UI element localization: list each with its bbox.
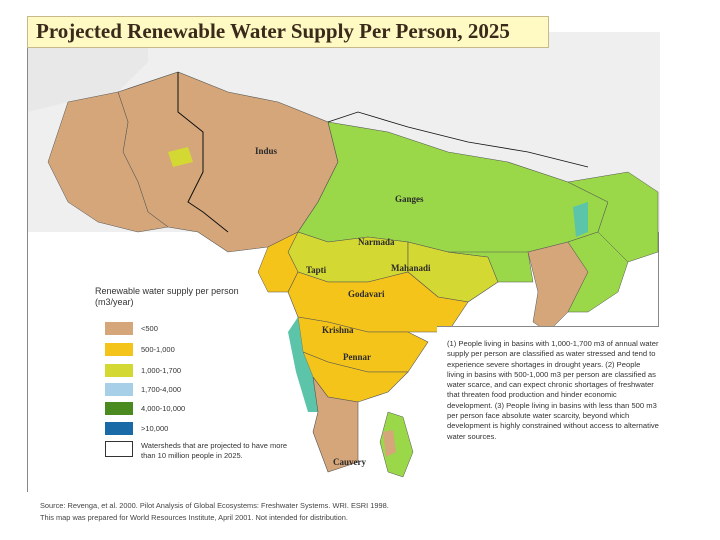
- title-box: Projected Renewable Water Supply Per Per…: [27, 16, 549, 48]
- legend-swatch: [105, 343, 133, 356]
- label-cauvery: Cauvery: [333, 457, 366, 467]
- legend-label: 4,000-10,000: [141, 404, 186, 413]
- legend-title: Renewable water supply per person (m3/ye…: [95, 286, 239, 307]
- legend-swatch: [105, 322, 133, 335]
- western-basin: [47, 91, 169, 233]
- legend-swatch: [105, 402, 133, 415]
- source-line-1: Source: Revenga, et al. 2000. Pilot Anal…: [40, 501, 389, 510]
- legend-label: 1,700-4,000: [141, 385, 182, 394]
- sri-lanka: [379, 411, 414, 478]
- legend-label: 1,000-1,700: [141, 366, 182, 375]
- legend-swatch: [105, 364, 133, 377]
- myanmar-region: [567, 231, 629, 313]
- legend-swatch: [105, 422, 133, 435]
- notes-box: (1) People living in basins with 1,000-1…: [437, 326, 659, 474]
- label-tapti: Tapti: [306, 265, 327, 275]
- label-mahanadi: Mahanadi: [391, 263, 431, 273]
- legend: Renewable water supply per person (m3/ye…: [95, 286, 305, 460]
- legend-label: >10,000: [141, 424, 169, 433]
- label-godavari: Godavari: [348, 289, 385, 299]
- sri-lanka-dry: [383, 430, 396, 457]
- label-ganges: Ganges: [395, 194, 424, 204]
- label-pennar: Pennar: [343, 352, 371, 362]
- east-green: [447, 251, 534, 283]
- legend-label: <500: [141, 324, 158, 333]
- map-frame: Indus Ganges Narmada Tapti Mahanadi Goda…: [27, 32, 660, 492]
- source-credit: Source: Revenga, et al. 2000. Pilot Anal…: [40, 500, 640, 524]
- legend-swatch-watershed: [105, 441, 133, 457]
- source-line-2: This map was prepared for World Resource…: [40, 513, 348, 522]
- page-title: Projected Renewable Water Supply Per Per…: [36, 19, 510, 43]
- label-krishna: Krishna: [322, 325, 354, 335]
- northeast-teal: [573, 202, 588, 237]
- border-pakistan: [177, 72, 229, 233]
- cauvery-basin: [312, 376, 359, 473]
- legend-swatch: [105, 383, 133, 396]
- legend-label: 500-1,000: [141, 345, 175, 354]
- western-ghats: [288, 317, 318, 412]
- label-indus: Indus: [255, 146, 278, 156]
- northeast-region: [567, 171, 659, 263]
- map-canvas: [28, 32, 660, 492]
- border-nepal: [327, 111, 589, 168]
- legend-watershed-label: Watersheds that are projected to have mo…: [141, 441, 288, 460]
- label-narmada: Narmada: [358, 237, 395, 247]
- west-spot: [168, 147, 193, 167]
